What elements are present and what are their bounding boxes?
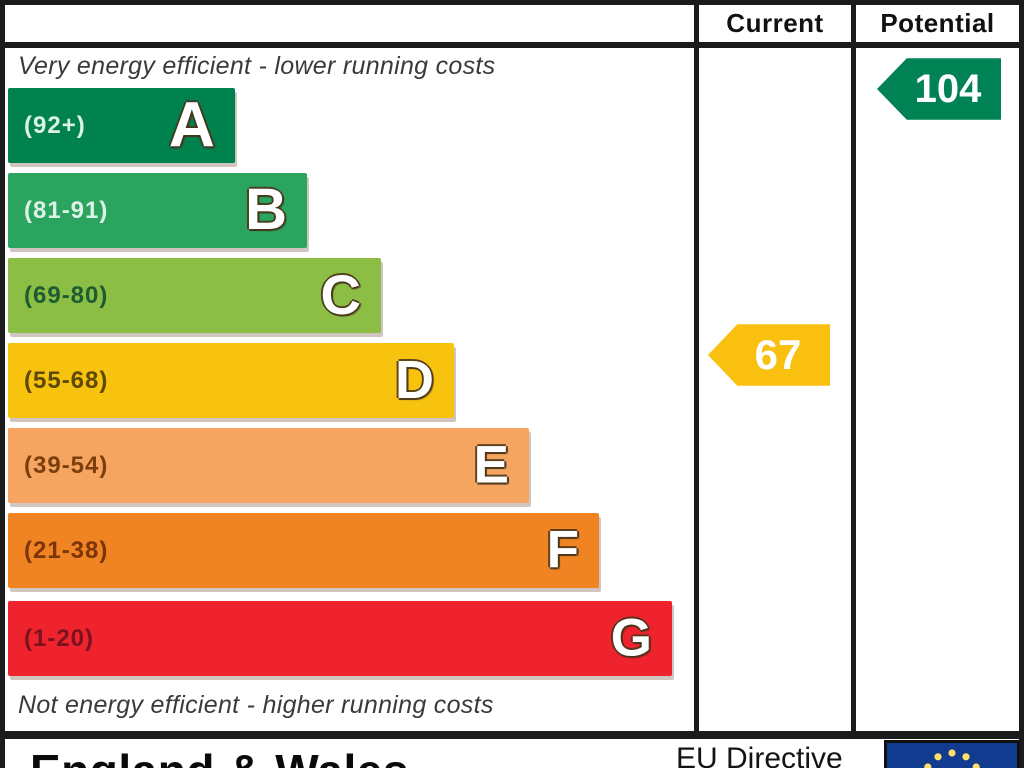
top-caption: Very energy efficient - lower running co… — [18, 52, 496, 80]
band-letter: G — [610, 607, 652, 667]
current-rating-arrow: 67 — [708, 324, 830, 386]
left-border — [0, 0, 5, 768]
eu-flag-stars — [924, 749, 980, 768]
right-border — [1019, 0, 1024, 768]
current-column-header: Current — [726, 7, 824, 38]
band-c: (69-80) C — [8, 258, 381, 333]
potential-column-header: Potential — [880, 7, 995, 38]
potential-column-divider — [851, 0, 856, 739]
band-range-label: (39-54) — [24, 451, 109, 479]
band-range-label: (92+) — [24, 111, 86, 139]
eu-directive-label: EU Directive — [676, 742, 843, 768]
band-range-label: (55-68) — [24, 366, 109, 394]
band-f: (21-38) F — [8, 513, 599, 588]
potential-rating-value: 104 — [914, 66, 982, 111]
band-letter: E — [473, 434, 509, 494]
band-b: (81-91) B — [8, 173, 307, 248]
band-e: (39-54) E — [8, 428, 529, 503]
region-label: England & Wales — [30, 744, 409, 768]
band-range-label: (81-91) — [24, 196, 109, 224]
footer-divider-line — [0, 731, 1024, 739]
bottom-caption: Not energy efficient - higher running co… — [18, 691, 494, 719]
band-range-label: (21-38) — [24, 536, 109, 564]
band-letter: F — [546, 519, 579, 579]
band-a: (92+) A — [8, 88, 235, 163]
top-border — [0, 0, 1024, 5]
band-letter: B — [245, 176, 287, 242]
band-letter: C — [320, 262, 361, 326]
band-letter: D — [395, 349, 434, 410]
current-column-divider — [694, 0, 699, 739]
header-divider-line — [0, 42, 1024, 48]
band-d: (55-68) D — [8, 343, 454, 418]
band-g: (1-20) G — [8, 601, 672, 676]
band-range-label: (1-20) — [24, 624, 95, 652]
eu-flag-icon — [884, 740, 1020, 768]
current-rating-value: 67 — [754, 331, 802, 378]
band-letter: A — [168, 88, 215, 161]
band-range-label: (69-80) — [24, 281, 109, 309]
potential-rating-arrow: 104 — [877, 58, 1001, 120]
